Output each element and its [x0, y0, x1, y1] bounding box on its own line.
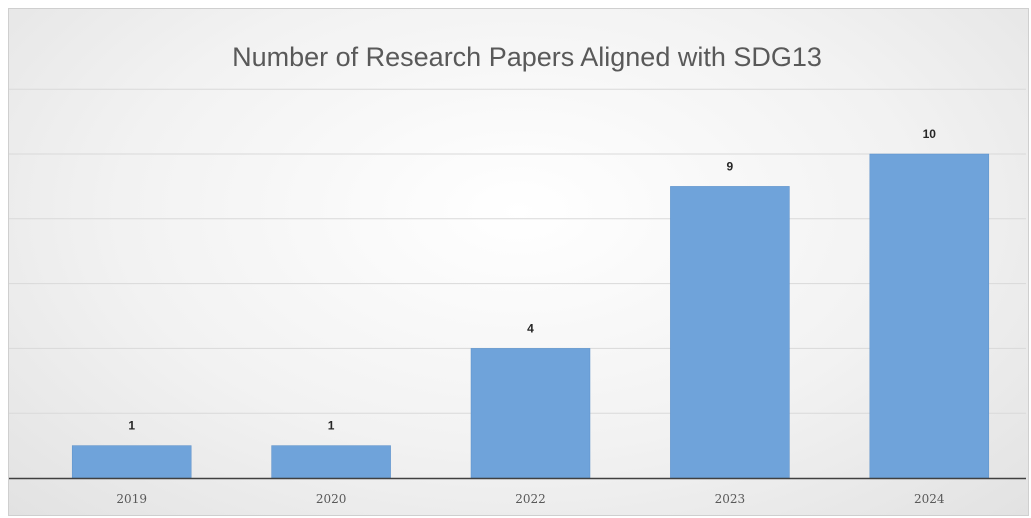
x-tick-label-2019: 2019	[116, 492, 147, 506]
bar-2023	[670, 186, 790, 479]
bar-2020	[271, 445, 391, 479]
chart-title: Number of Research Papers Aligned with S…	[232, 42, 822, 72]
bars	[71, 153, 990, 479]
x-tick-label-2024: 2024	[914, 492, 945, 506]
chart-frame: Number of Research Papers Aligned with S…	[8, 8, 1029, 516]
bar-chart: Number of Research Papers Aligned with S…	[9, 42, 1026, 506]
gridlines	[9, 88, 1026, 414]
data-label-2020: 1	[328, 419, 335, 433]
bar-2024	[869, 153, 990, 479]
data-label-2019: 1	[128, 419, 135, 433]
x-tick-label-2022: 2022	[515, 492, 546, 506]
data-labels: 1 1 4 9 10	[128, 127, 936, 433]
x-tick-label-2020: 2020	[316, 492, 347, 506]
x-tick-label-2023: 2023	[715, 492, 746, 506]
data-label-2022: 4	[527, 321, 534, 335]
x-tick-labels: 2019 2020 2022 2023 2024	[116, 492, 945, 506]
data-label-2023: 9	[727, 159, 734, 173]
data-label-2024: 10	[923, 127, 937, 141]
bar-2019	[71, 445, 192, 479]
bar-2022	[470, 348, 591, 479]
